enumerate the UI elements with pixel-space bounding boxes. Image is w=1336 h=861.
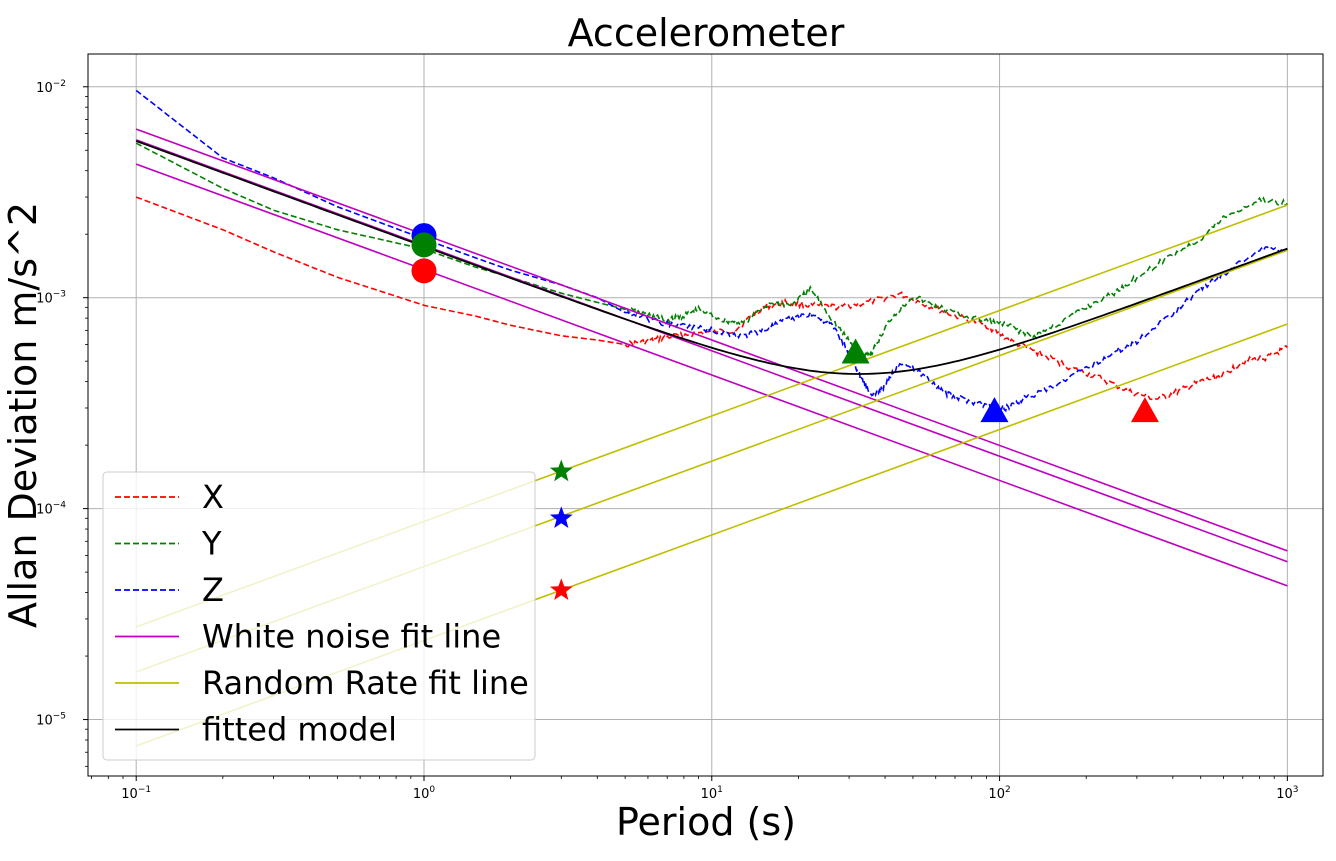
- marker-star: [549, 506, 573, 528]
- marker-triangle: [841, 338, 870, 364]
- x-tick-label: 10−1: [121, 785, 151, 802]
- chart-title: Accelerometer: [568, 11, 845, 55]
- legend-entry-label: Y: [201, 525, 222, 563]
- legend-box: [102, 471, 536, 761]
- marker-triangle: [980, 397, 1009, 423]
- series-line-z: [135, 89, 1288, 413]
- series-line-white-noise-fit-line: [135, 128, 1288, 552]
- series-line-white-noise-fit-line: [135, 163, 1288, 587]
- x-tick-label: 102: [988, 785, 1010, 802]
- legend-entry-label: Z: [202, 571, 224, 609]
- y-tick-label: 10−5: [36, 712, 66, 729]
- x-axis-ticks: 10−1 100 101 102 103: [91, 776, 1298, 802]
- series-line-white-noise-fit-line: [135, 139, 1288, 563]
- marker-star: [549, 578, 573, 600]
- legend-entry-label: X: [202, 478, 224, 516]
- series-line-x: [135, 196, 1288, 401]
- marker-circle: [411, 232, 437, 258]
- marker-triangle: [1130, 397, 1159, 423]
- legend-entry-label: White noise fit line: [202, 618, 501, 656]
- legend-entry-label: fitted model: [202, 711, 397, 749]
- legend: XYZ White noise fit line Random Rate fit l…: [102, 471, 536, 761]
- legend-entry-label: Random Rate fit line: [202, 664, 529, 702]
- y-axis-label: Allan Deviation m/s^2: [1, 202, 45, 628]
- y-tick-label: 10−2: [36, 79, 66, 96]
- marker-circle: [411, 258, 437, 284]
- series-line-fitted-model: [135, 140, 1288, 375]
- x-axis-label: Period (s): [616, 800, 796, 844]
- marker-star: [549, 459, 573, 482]
- plot-frame: [87, 53, 1324, 777]
- x-tick-label: 103: [1276, 785, 1298, 802]
- x-tick-label: 100: [413, 785, 436, 802]
